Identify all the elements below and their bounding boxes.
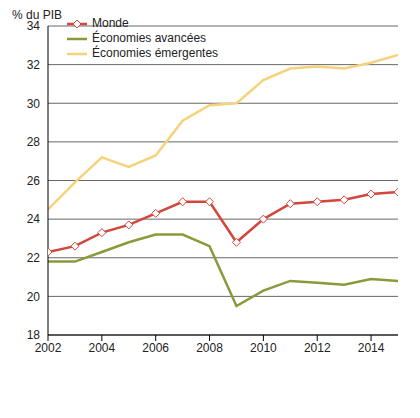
html-text:Économies avancées: Économies avancées bbox=[92, 31, 207, 45]
html-text:Monde: Monde bbox=[92, 16, 129, 30]
svg-text:2002: 2002 bbox=[35, 341, 62, 355]
svg-text:24: 24 bbox=[27, 212, 41, 226]
svg-text:2014: 2014 bbox=[358, 341, 385, 355]
svg-text:18: 18 bbox=[27, 328, 41, 342]
html-text:% du PIB: % du PIB bbox=[12, 8, 62, 22]
svg-text:2012: 2012 bbox=[304, 341, 331, 355]
svg-text:2006: 2006 bbox=[142, 341, 169, 355]
svg-text:26: 26 bbox=[27, 174, 41, 188]
svg-text:2008: 2008 bbox=[196, 341, 223, 355]
svg-text:2010: 2010 bbox=[250, 341, 277, 355]
svg-text:2004: 2004 bbox=[88, 341, 115, 355]
svg-text:30: 30 bbox=[27, 97, 41, 111]
svg-text:32: 32 bbox=[27, 58, 41, 72]
svg-text:34: 34 bbox=[27, 19, 41, 33]
svg-text:22: 22 bbox=[27, 251, 41, 265]
html-text:Économies émergentes: Économies émergentes bbox=[92, 46, 219, 60]
svg-text:20: 20 bbox=[27, 290, 41, 304]
svg-text:28: 28 bbox=[27, 135, 41, 149]
